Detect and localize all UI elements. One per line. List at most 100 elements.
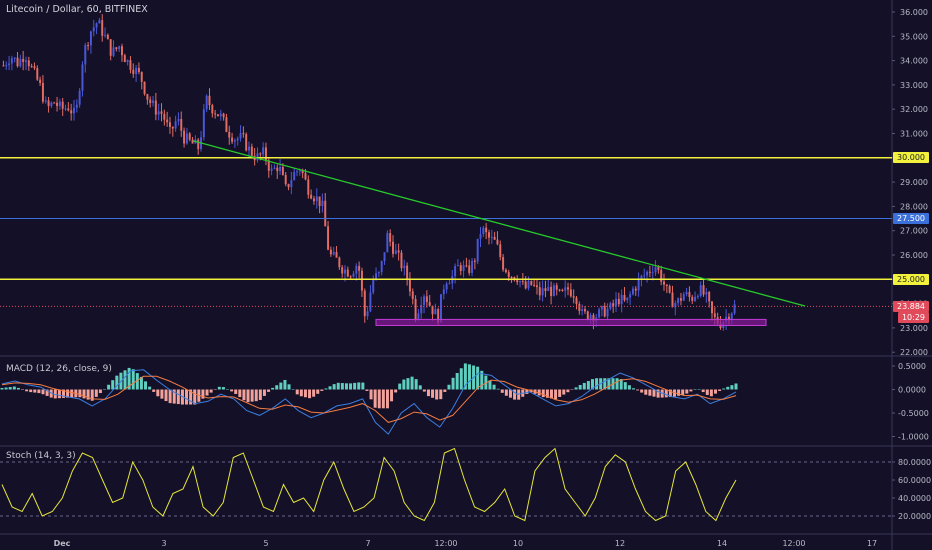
candle-body (30, 66, 33, 68)
candle-body (705, 291, 708, 295)
candle-body (115, 47, 118, 50)
candle-body (459, 265, 462, 271)
price-tick-label: 32.000 (900, 105, 928, 114)
candle-body (228, 131, 231, 138)
candle-body (304, 173, 307, 180)
candle-body (324, 200, 327, 227)
candle-body (104, 34, 107, 36)
candle-body (414, 299, 417, 319)
macd-histogram-bar (164, 389, 168, 402)
candle-body (279, 166, 282, 172)
price-tick-label: 22.000 (900, 348, 928, 357)
macd-pane (0, 363, 738, 435)
macd-histogram-bar (377, 389, 381, 409)
price-tag-25: 25.000 (893, 274, 929, 285)
macd-histogram-bar (578, 384, 582, 390)
candle-body (87, 45, 90, 47)
candle-body (16, 57, 19, 67)
macd-histogram-bar (336, 382, 340, 390)
time-tick-label: 10 (513, 539, 523, 548)
candle-body (13, 57, 16, 59)
candle-body (276, 167, 279, 172)
candle-body (657, 267, 660, 270)
candle-body (685, 292, 688, 295)
macd-histogram-bar (37, 389, 41, 394)
macd-histogram-bar (82, 389, 86, 399)
macd-histogram-bar (107, 384, 111, 390)
candle-body (420, 305, 423, 314)
candle-body (321, 200, 324, 207)
candle-body (332, 252, 335, 255)
candle-body (572, 296, 575, 298)
macd-histogram-bar (213, 389, 217, 390)
price-tick-label: 27.000 (900, 227, 928, 236)
candle-body (612, 303, 615, 307)
macd-histogram-bar (545, 389, 549, 398)
price-tick-label: 28.000 (900, 202, 928, 211)
macd-histogram-bar (709, 389, 713, 397)
macd-histogram-bar (455, 373, 459, 390)
candle-body (674, 303, 677, 308)
candle-body (231, 137, 234, 142)
candle-body (168, 122, 171, 127)
candle-body (208, 95, 211, 106)
macd-histogram-bar (238, 389, 242, 398)
candle-body (344, 269, 346, 274)
macd-histogram-bar (234, 389, 238, 394)
candle-body (262, 147, 265, 155)
candle-body (375, 273, 378, 279)
candle-body (428, 302, 431, 306)
candle-body (586, 311, 589, 320)
candle-body (360, 270, 363, 291)
candle-body (598, 309, 601, 318)
stoch-tick-label: 40.0000 (898, 494, 931, 503)
macd-histogram-bar (230, 389, 234, 392)
macd-histogram-bar (41, 389, 45, 395)
candle-body (346, 269, 349, 277)
candle-body (691, 296, 694, 301)
candle-body (564, 287, 567, 291)
candle-body (338, 257, 341, 268)
candle-body (448, 283, 451, 285)
macd-label: MACD (12, 26, close, 9) (6, 364, 112, 374)
macd-histogram-bar (496, 388, 500, 390)
macd-histogram-bar (353, 382, 357, 390)
time-tick-label: 12:00 (782, 539, 805, 548)
candle-body (626, 297, 629, 301)
candle-body (651, 272, 654, 274)
macd-histogram-bar (525, 389, 529, 394)
macd-histogram-bar (152, 389, 156, 392)
candle-body (406, 265, 409, 279)
macd-histogram-bar (689, 389, 693, 392)
macd-histogram-bar (422, 389, 426, 392)
candle-body (663, 281, 665, 285)
stoch-k-line (1, 447, 737, 522)
candle-body (471, 260, 474, 274)
time-tick-label: 7 (365, 539, 370, 548)
candle-body (392, 241, 394, 254)
candle-body (504, 269, 507, 273)
macd-histogram-bar (90, 389, 94, 401)
candle-body (462, 265, 465, 271)
macd-histogram-bar (426, 389, 430, 397)
candle-body (152, 100, 155, 103)
candle-body (417, 313, 420, 319)
macd-histogram-bar (205, 389, 209, 396)
candle-body (400, 252, 403, 269)
candle-body (8, 63, 11, 66)
macd-histogram-bar (603, 378, 607, 390)
candle-body (118, 46, 121, 50)
candle-body (702, 285, 705, 295)
candle-body (216, 114, 219, 117)
macd-histogram-bar (209, 389, 213, 393)
candle-body (578, 304, 581, 312)
candle-body (496, 239, 499, 245)
macd-histogram-bar (373, 389, 377, 408)
candle-body (301, 170, 304, 174)
candle-body (386, 233, 389, 253)
macd-histogram-bar (70, 389, 74, 398)
candle-body (660, 269, 663, 282)
macd-histogram-bar (127, 367, 131, 390)
macd-histogram-bar (640, 389, 644, 393)
